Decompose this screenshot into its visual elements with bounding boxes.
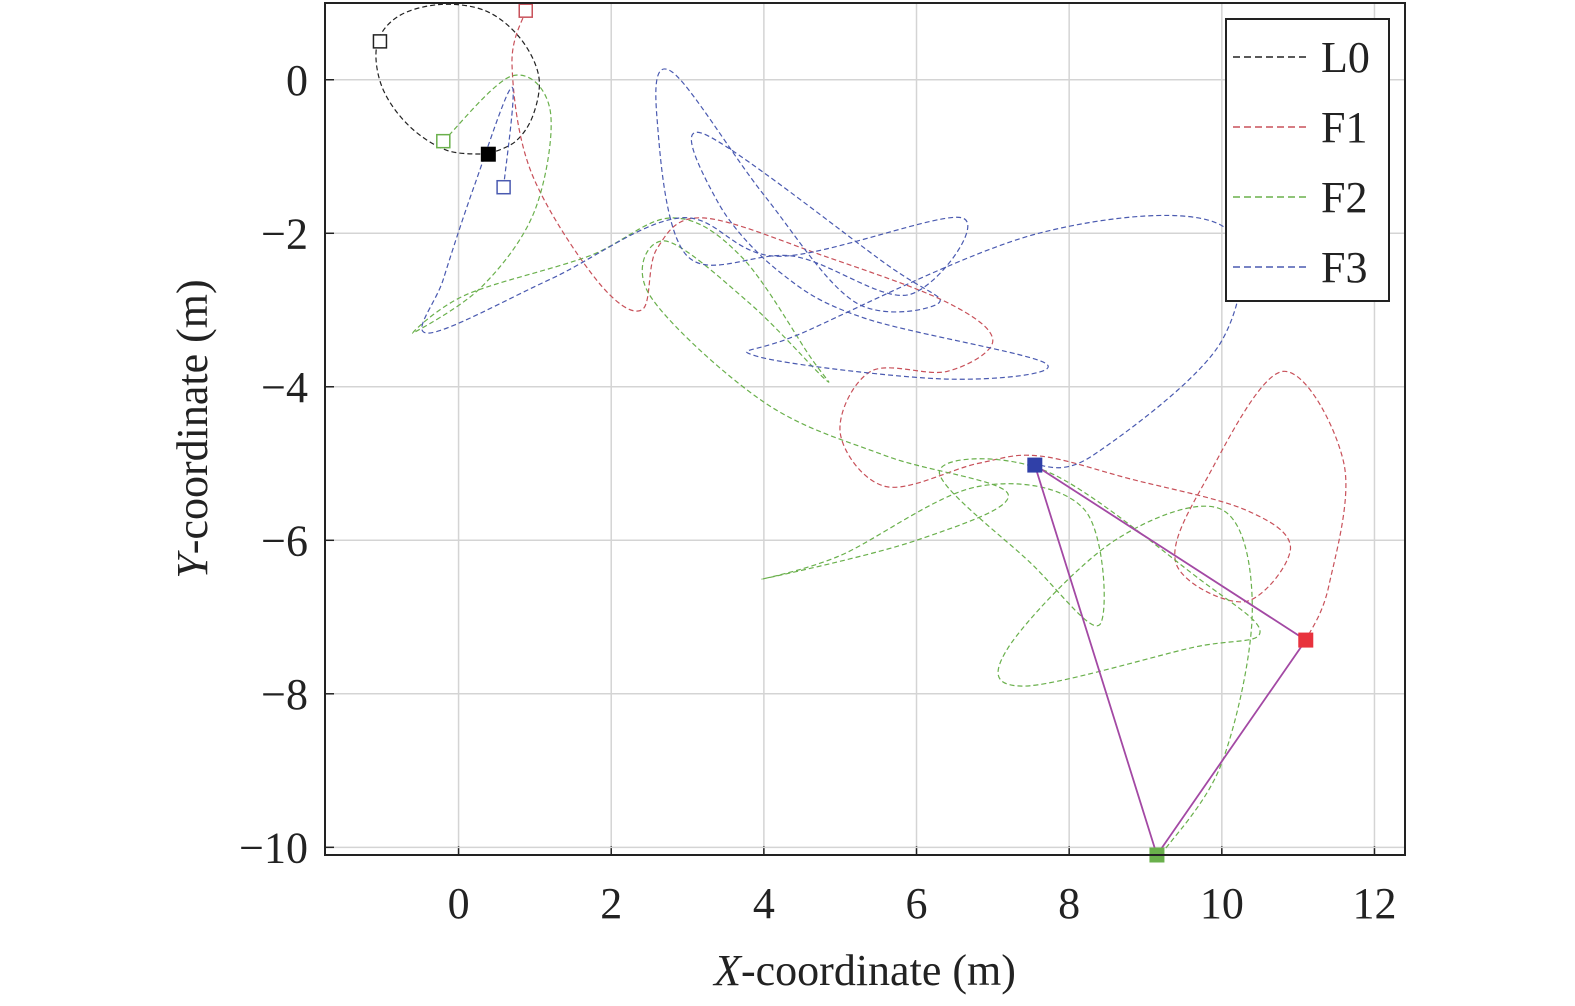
plot-frame bbox=[324, 2, 1406, 856]
formation-links bbox=[1033, 464, 1308, 858]
series-f3-line bbox=[421, 68, 1242, 469]
series-l0-end-marker bbox=[480, 146, 496, 162]
legend-label-f3: F3 bbox=[1321, 243, 1367, 292]
legend-label-l0: L0 bbox=[1321, 33, 1370, 82]
legend-label-f2: F2 bbox=[1321, 173, 1367, 222]
x-tick-label: 10 bbox=[1200, 879, 1244, 928]
legend-box bbox=[1225, 18, 1390, 302]
series-layer bbox=[375, 3, 1347, 858]
series-f1-end-marker bbox=[1298, 632, 1314, 648]
grid-lines bbox=[325, 3, 1405, 855]
y-tick-label: −4 bbox=[261, 363, 308, 412]
series-f3-start-marker bbox=[496, 179, 511, 195]
x-tick-labels: 0 2 4 6 8 10 12 bbox=[448, 879, 1397, 928]
legend: L0 F1 F2 F3 bbox=[1225, 18, 1390, 302]
y-tick-label: −8 bbox=[261, 670, 308, 719]
x-tick-label: 6 bbox=[906, 879, 928, 928]
series-f2-start-marker bbox=[436, 133, 451, 149]
series-f3-end-marker bbox=[1027, 457, 1043, 473]
series-f1-line bbox=[511, 10, 1347, 641]
series-f1-start-marker bbox=[518, 3, 533, 18]
y-axis-title: Y-coordinate (m) bbox=[168, 279, 217, 578]
series-l0-start-marker bbox=[372, 34, 388, 49]
x-tick-label: 12 bbox=[1352, 879, 1396, 928]
series-l0-line bbox=[375, 3, 540, 155]
x-axis-title: X-coordinate (m) bbox=[712, 946, 1016, 995]
legend-label-f1: F1 bbox=[1321, 103, 1367, 152]
x-tick-label: 2 bbox=[600, 879, 622, 928]
y-axis-title-italic: Y bbox=[168, 550, 217, 579]
x-tick-label: 0 bbox=[448, 879, 470, 928]
y-tick-label: −10 bbox=[239, 823, 308, 872]
y-axis-title-rest: -coordinate (m) bbox=[168, 279, 217, 554]
y-tick-label: 0 bbox=[286, 56, 308, 105]
series-f2-line bbox=[412, 74, 1261, 856]
x-tick-label: 4 bbox=[753, 879, 775, 928]
x-axis-title-rest: -coordinate (m) bbox=[741, 946, 1016, 995]
y-tick-label: −6 bbox=[261, 516, 308, 565]
y-tick-labels: 0 −2 −4 −6 −8 −10 bbox=[239, 56, 308, 873]
y-tick-label: −2 bbox=[261, 209, 308, 258]
x-axis-title-italic: X bbox=[712, 946, 743, 995]
x-tick-label: 8 bbox=[1058, 879, 1080, 928]
marker-layer bbox=[372, 3, 1314, 863]
